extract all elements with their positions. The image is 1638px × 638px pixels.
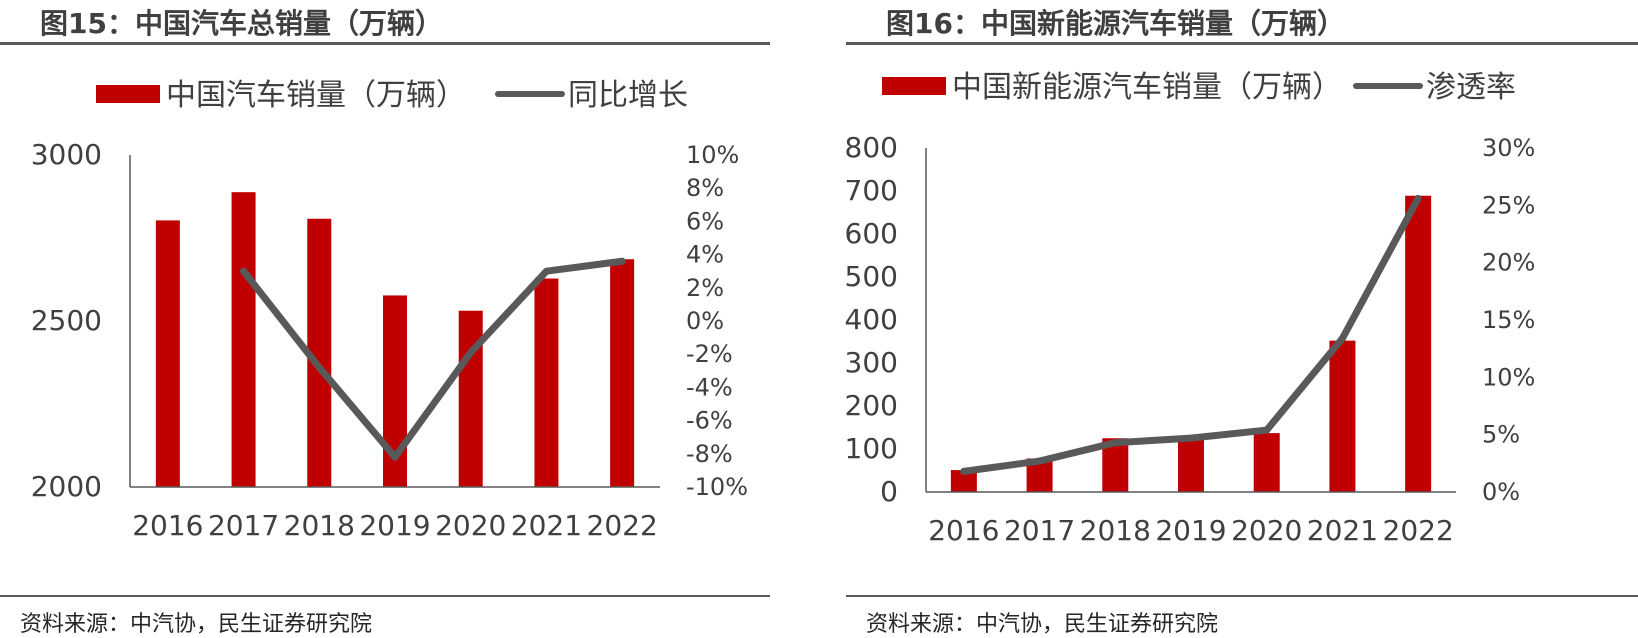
y-left-tick-label: 2000 <box>31 470 102 503</box>
chart-title: 图15：中国汽车总销量（万辆） <box>40 7 443 40</box>
y-right-tick-label: -6% <box>686 407 733 435</box>
panel-right: 图16：中国新能源汽车销量（万辆） 中国新能源汽车销量（万辆） 渗透率 0 100 20… <box>845 0 1638 638</box>
y-right-tick-label: 8% <box>686 174 724 202</box>
title-rule <box>846 42 1638 45</box>
x-tick-label: 2020 <box>1231 514 1302 547</box>
line-point <box>1111 439 1119 447</box>
legend-line-label: 同比增长 <box>568 78 688 113</box>
legend-line-label: 渗透率 <box>1426 70 1516 105</box>
line-point <box>1187 434 1195 442</box>
source-note: 资料来源：中汽协，民生证券研究院 <box>866 612 1219 637</box>
x-tick-label: 2018 <box>284 509 355 542</box>
panel-left: 图15：中国汽车总销量（万辆） 中国汽车销量（万辆） 同比增长 2000 2500 30… <box>0 0 810 638</box>
x-tick-label: 2019 <box>1155 514 1226 547</box>
bar <box>231 192 256 487</box>
nev-sales-chart: 中国新能源汽车销量（万辆） 渗透率 0 100 200 300 400 500 600 700 80… <box>845 70 1536 547</box>
bar <box>534 278 559 487</box>
y-right-tick-label: 6% <box>686 207 724 235</box>
x-tick-label: 2016 <box>928 514 999 547</box>
line-point <box>240 267 248 275</box>
y-right-tick-label: -4% <box>686 373 733 401</box>
line-point <box>960 467 968 475</box>
line-point <box>1414 194 1422 202</box>
y-right-tick-label: 10% <box>1482 363 1535 391</box>
title-rule <box>0 42 770 45</box>
bar <box>155 220 180 488</box>
line-point <box>315 363 323 371</box>
y-left-tick-label: 2500 <box>31 304 102 337</box>
x-tick-label: 2021 <box>511 509 582 542</box>
bar <box>1178 439 1204 492</box>
x-tick-label: 2017 <box>208 509 279 542</box>
y-right-tick-label: 10% <box>686 141 739 169</box>
line-series <box>240 257 626 461</box>
x-tick-label: 2018 <box>1080 514 1151 547</box>
y-left-tick-label: 400 <box>845 303 898 336</box>
y-right-tick-label: 0% <box>686 307 724 335</box>
y-left-tick-label: 300 <box>845 346 898 379</box>
x-tick-label: 2022 <box>587 509 658 542</box>
legend-bar-swatch <box>96 85 160 103</box>
line-point <box>1338 334 1346 342</box>
y-left-tick-label: 3000 <box>31 138 102 171</box>
line-point <box>618 257 626 265</box>
y-left-tick-label: 500 <box>845 260 898 293</box>
y-right-tick-label: -8% <box>686 440 733 468</box>
line-point <box>1036 457 1044 465</box>
chart-title: 图16：中国新能源汽车销量（万辆） <box>886 7 1345 40</box>
bar <box>1329 340 1356 492</box>
y-left-tick-label: 0 <box>880 475 898 508</box>
x-tick-label: 2022 <box>1383 514 1454 547</box>
y-right-tick-label: 30% <box>1482 134 1535 162</box>
source-rule <box>0 595 770 597</box>
x-tick-label: 2016 <box>132 509 203 542</box>
y-right-tick-label: 15% <box>1482 306 1535 334</box>
bar <box>610 259 635 487</box>
y-left-tick-label: 200 <box>845 389 898 422</box>
bar <box>1405 195 1432 493</box>
source-rule <box>846 595 1638 597</box>
x-tick-label: 2019 <box>359 509 430 542</box>
x-tick-label: 2017 <box>1004 514 1075 547</box>
line-point <box>467 349 475 357</box>
y-right-tick-label: 20% <box>1482 249 1535 277</box>
bar <box>950 470 977 492</box>
y-right-tick-label: -2% <box>686 340 733 368</box>
y-right-tick-label: 2% <box>686 274 724 302</box>
line-point <box>391 453 399 461</box>
y-right-tick-label: -10% <box>686 473 748 501</box>
bar <box>458 310 483 487</box>
line-point <box>542 267 550 275</box>
y-left-tick-label: 600 <box>845 217 898 250</box>
y-left-tick-label: 700 <box>845 174 898 207</box>
legend-bar-label: 中国新能源汽车销量（万辆） <box>952 70 1342 105</box>
y-left-tick-label: 800 <box>845 131 898 164</box>
y-right-tick-label: 5% <box>1482 421 1520 449</box>
source-note: 资料来源：中汽协，民生证券研究院 <box>20 612 373 637</box>
line-point <box>1263 426 1271 434</box>
x-tick-label: 2020 <box>435 509 506 542</box>
bar <box>1253 433 1280 492</box>
y-right-tick-label: 25% <box>1482 191 1535 219</box>
legend-bar-swatch <box>882 77 946 95</box>
y-left-tick-label: 100 <box>845 432 898 465</box>
sales-chart: 中国汽车销量（万辆） 同比增长 2000 2500 3000 -10% -8% -6% -4% -… <box>31 78 748 542</box>
legend-bar-label: 中国汽车销量（万辆） <box>166 78 466 113</box>
y-right-tick-label: 4% <box>686 241 724 269</box>
y-right-tick-label: 0% <box>1482 478 1520 506</box>
x-tick-label: 2021 <box>1307 514 1378 547</box>
